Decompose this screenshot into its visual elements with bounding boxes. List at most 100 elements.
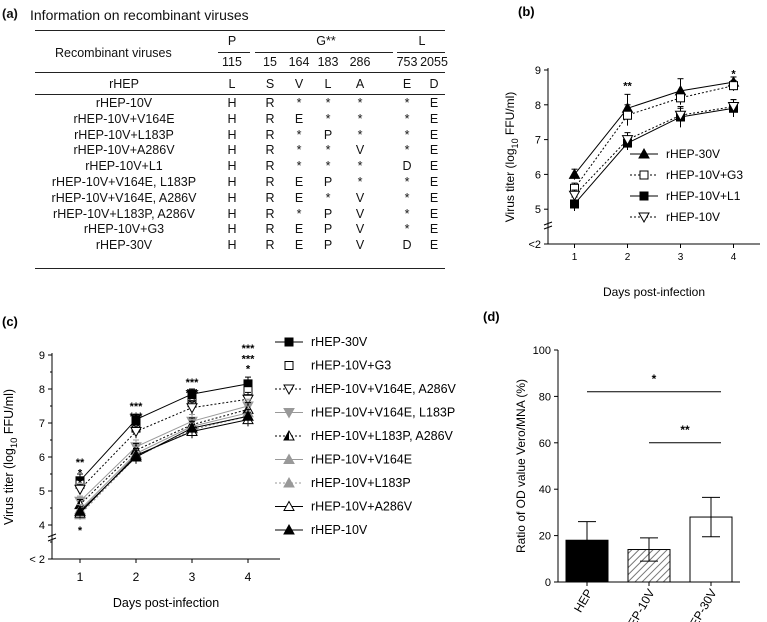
y-tick-label: 60 <box>539 438 551 450</box>
y-axis-label-part: Virus titer (log <box>503 148 517 222</box>
table-cell: E <box>429 96 439 110</box>
significance-marker: *** <box>130 411 144 423</box>
table-rule-top <box>35 30 445 31</box>
table-cell: R <box>265 96 275 110</box>
data-point-marker <box>727 102 740 113</box>
table-cell: * <box>325 159 331 174</box>
table-cell: * <box>404 175 410 189</box>
y-tick-label: 9 <box>535 65 541 77</box>
legend-label: rHEP-10V+L183P, A286V <box>311 429 454 443</box>
table-rule-bottom <box>35 268 445 269</box>
x-tick-label: 2 <box>133 570 140 584</box>
axis-break <box>47 537 57 542</box>
series-line <box>79 415 249 516</box>
table-row-header: Recombinant viruses <box>55 46 172 60</box>
y-tick-label: 100 <box>533 345 551 357</box>
axis-break <box>47 533 57 538</box>
significance-marker: ** <box>623 81 632 93</box>
table-row-name: rHEP-10V <box>95 96 153 110</box>
table-cell: H <box>227 159 237 174</box>
significance-marker: * <box>78 467 83 479</box>
table-cell: * <box>404 96 410 110</box>
legend-label: rHEP-30V <box>311 335 368 349</box>
series-line <box>79 398 249 490</box>
significance-marker: * <box>652 372 657 386</box>
y-tick-label: 40 <box>539 484 551 496</box>
table-cell: H <box>227 96 237 110</box>
x-axis-label: Days post-infection <box>113 596 219 610</box>
table-cell: E <box>402 77 412 91</box>
table-cell: * <box>325 190 331 205</box>
panel-label: (d) <box>483 309 500 324</box>
table-row-name: rHEP <box>109 77 139 91</box>
y-tick-label: 9 <box>39 350 45 362</box>
data-point-marker <box>283 408 295 419</box>
table-cell: V <box>355 238 365 253</box>
table-cell: R <box>265 238 275 253</box>
table-cell: D <box>429 77 439 91</box>
data-point-marker <box>283 500 295 511</box>
data-point-marker <box>284 337 294 347</box>
legend-label: rHEP-10V+V164E, A286V <box>311 382 457 396</box>
recombinant-virus-table: (a) Information on recombinant viruses R… <box>0 0 460 275</box>
significance-marker: ** <box>680 423 690 437</box>
x-tick-label: 1 <box>572 252 578 263</box>
table-cell: L <box>324 77 332 91</box>
y-tick-label: 6 <box>39 452 45 464</box>
y-tick-label: 4 <box>39 520 45 532</box>
x-tick-label: 1 <box>77 570 84 584</box>
table-row-name: rHEP-10V+V164E, L183P <box>51 175 197 189</box>
data-point-marker <box>186 422 198 433</box>
x-tick-label: 3 <box>189 570 196 584</box>
table-cell: * <box>357 111 363 126</box>
y-tick-label: 8 <box>535 100 541 112</box>
legend-label: rHEP-10V+G3 <box>311 359 391 373</box>
data-point-marker <box>676 93 685 103</box>
group-label-l: L <box>418 34 426 48</box>
table-cell: R <box>265 206 275 221</box>
significance-marker: ** <box>132 421 141 433</box>
table-cell: E <box>294 175 304 189</box>
table-cell: * <box>296 127 302 142</box>
table-cell: A <box>355 77 365 91</box>
data-point-marker <box>130 450 142 462</box>
position-753: 753 <box>396 55 418 69</box>
data-point-marker <box>639 170 649 180</box>
table-cell: E <box>294 238 304 253</box>
table-cell: * <box>296 159 302 174</box>
table-cell: R <box>265 159 275 174</box>
y-tick-label: 5 <box>535 204 541 216</box>
table-cell: P <box>323 222 333 237</box>
x-tick-label: 2 <box>625 252 631 263</box>
table-cell: E <box>429 222 439 237</box>
table-row-name: rHEP-10V+L183P <box>74 127 174 142</box>
group-label-p: P <box>227 34 237 48</box>
significance-marker: ** <box>188 398 197 410</box>
group-rule-l <box>397 52 445 53</box>
table-cell: H <box>227 143 237 158</box>
table-cell: E <box>429 190 439 205</box>
data-point-marker <box>283 429 295 441</box>
series-line <box>574 81 734 175</box>
x-tick-label: 3 <box>678 252 684 263</box>
table-cell: H <box>227 238 237 253</box>
x-tick-label: 4 <box>731 252 737 263</box>
panel-label: (c) <box>2 314 18 329</box>
y-axis-label: Ratio of OD value Vero/MNA (%) <box>514 379 528 553</box>
table-cell: * <box>296 96 302 110</box>
table-cell: L <box>228 77 236 91</box>
table-cell: * <box>325 111 331 126</box>
y-axis-label-subscript: 10 <box>510 138 520 148</box>
y-tick-label: < 2 <box>29 554 45 566</box>
y-axis-label-part: Virus titer (log <box>2 448 16 525</box>
data-point-marker <box>284 361 294 370</box>
significance-marker: *** <box>242 343 256 355</box>
y-tick-label: 80 <box>539 391 551 403</box>
table-cell: V <box>294 77 304 91</box>
table-cell: E <box>429 143 439 158</box>
series-line <box>574 107 734 205</box>
table-cell: E <box>429 175 439 189</box>
table-cell: R <box>265 111 275 126</box>
table-cell: E <box>429 111 439 126</box>
data-point-marker <box>74 484 86 496</box>
